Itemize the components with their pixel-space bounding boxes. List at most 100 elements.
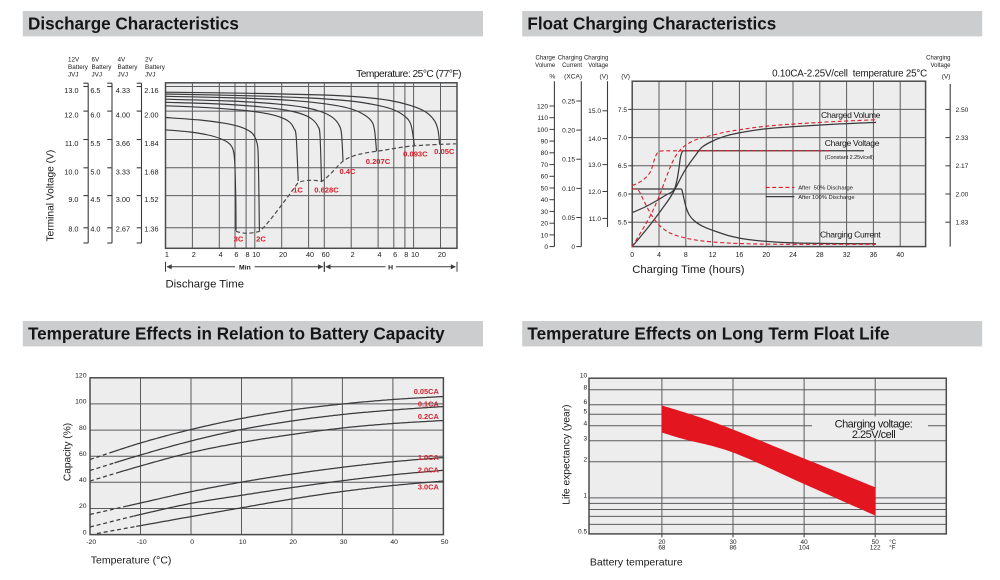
svg-text:Battery: Battery [68, 64, 89, 71]
svg-text:36: 36 [870, 252, 878, 259]
svg-text:1: 1 [165, 250, 169, 259]
svg-text:Charging Time (hours): Charging Time (hours) [632, 264, 745, 276]
svg-text:Current: Current [562, 63, 582, 69]
svg-text:80: 80 [79, 425, 87, 432]
svg-text:2.0CA: 2.0CA [418, 466, 440, 475]
svg-text:Battery: Battery [92, 64, 113, 71]
svg-text:28: 28 [816, 252, 824, 259]
svg-text:2.16: 2.16 [144, 86, 158, 95]
svg-text:20: 20 [289, 539, 297, 546]
svg-text:Float Charging Characteristics: Float Charging Characteristics [527, 14, 776, 33]
svg-text:1.36: 1.36 [144, 225, 158, 234]
svg-text:3.66: 3.66 [116, 139, 130, 148]
svg-text:60: 60 [541, 174, 549, 181]
svg-text:5: 5 [584, 409, 588, 416]
svg-text:10: 10 [580, 373, 588, 380]
svg-text:Charging: Charging [926, 56, 950, 62]
svg-text:(V): (V) [942, 74, 951, 81]
svg-text:Battery temperature: Battery temperature [590, 557, 683, 569]
svg-text:8.0: 8.0 [68, 225, 78, 234]
svg-text:Discharge Time: Discharge Time [166, 278, 244, 290]
svg-text:Charge Voltage: Charge Voltage [825, 138, 880, 148]
svg-text:30: 30 [340, 539, 348, 546]
svg-text:120: 120 [537, 103, 548, 110]
svg-text:11.0: 11.0 [589, 216, 602, 223]
svg-text:12: 12 [709, 252, 717, 259]
svg-text:Voltage: Voltage [588, 63, 609, 69]
svg-text:5.0: 5.0 [90, 167, 100, 176]
svg-text:%: % [549, 74, 555, 81]
svg-text:0.4C: 0.4C [339, 167, 356, 176]
svg-text:(Constant 2.25v/cell): (Constant 2.25v/cell) [825, 155, 874, 161]
svg-text:4.00: 4.00 [116, 111, 130, 120]
svg-text:0.05CA: 0.05CA [414, 387, 440, 396]
svg-text:3C: 3C [234, 234, 244, 243]
svg-text:2V: 2V [145, 57, 154, 64]
svg-text:70: 70 [541, 162, 549, 169]
svg-text:20: 20 [762, 252, 770, 259]
svg-text:0.20: 0.20 [562, 128, 575, 135]
svg-text:40: 40 [896, 252, 904, 259]
svg-text:20: 20 [438, 250, 446, 259]
svg-text:120: 120 [75, 373, 87, 380]
svg-text:Voltage: Voltage [930, 63, 951, 69]
svg-text:(V): (V) [600, 74, 609, 81]
svg-text:°F: °F [889, 546, 895, 552]
svg-text:14.0: 14.0 [588, 136, 601, 143]
svg-text:30: 30 [541, 209, 549, 216]
svg-text:0.207C: 0.207C [366, 157, 391, 166]
svg-text:Min: Min [239, 264, 251, 271]
svg-text:100: 100 [537, 127, 548, 134]
svg-text:0.10CA-2.25V/cell temperature: 0.10CA-2.25V/cell temperature 25°C [772, 69, 927, 80]
svg-text:104: 104 [799, 545, 810, 552]
svg-text:After 100% Discharge: After 100% Discharge [798, 195, 854, 201]
svg-text:0.05C: 0.05C [434, 147, 455, 156]
svg-text:2: 2 [192, 250, 196, 259]
svg-text:6: 6 [393, 250, 397, 259]
svg-text:86: 86 [729, 545, 737, 552]
svg-text:20: 20 [658, 539, 666, 546]
svg-text:1.84: 1.84 [144, 139, 158, 148]
svg-text:3.0CA: 3.0CA [418, 482, 440, 491]
svg-text:0.05: 0.05 [562, 215, 575, 222]
svg-text:50: 50 [541, 185, 549, 192]
svg-text:JVJ: JVJ [145, 71, 156, 78]
svg-text:Capacity (%): Capacity (%) [63, 423, 74, 481]
svg-text:6.0: 6.0 [90, 111, 100, 120]
svg-text:0.25: 0.25 [562, 98, 575, 105]
svg-text:4: 4 [584, 420, 588, 427]
svg-text:4.5: 4.5 [90, 195, 100, 204]
svg-text:122: 122 [870, 545, 881, 552]
svg-text:40: 40 [306, 250, 314, 259]
svg-text:40: 40 [79, 477, 87, 484]
svg-text:0: 0 [190, 539, 194, 546]
svg-text:7.5: 7.5 [618, 107, 627, 114]
svg-text:5.5: 5.5 [90, 139, 100, 148]
svg-text:Terminal Voltage (V): Terminal Voltage (V) [46, 150, 57, 242]
svg-text:40: 40 [390, 539, 398, 546]
svg-text:60: 60 [322, 250, 330, 259]
svg-text:8: 8 [584, 384, 588, 391]
svg-text:2.33: 2.33 [956, 135, 969, 142]
svg-text:2.25V/cell: 2.25V/cell [852, 429, 895, 441]
svg-text:4.33: 4.33 [116, 86, 130, 95]
svg-text:50: 50 [872, 539, 880, 546]
svg-text:JVJ: JVJ [118, 71, 129, 78]
svg-text:60: 60 [79, 451, 87, 458]
svg-text:2.50: 2.50 [956, 107, 969, 114]
svg-text:2.00: 2.00 [956, 191, 969, 198]
svg-text:2C: 2C [256, 234, 266, 243]
svg-text:1C: 1C [293, 185, 303, 194]
svg-text:6.5: 6.5 [618, 163, 627, 170]
svg-text:2.17: 2.17 [956, 163, 969, 170]
svg-text:2: 2 [584, 456, 588, 463]
svg-text:JVJ: JVJ [92, 71, 103, 78]
svg-text:2.67: 2.67 [116, 225, 130, 234]
svg-text:Charging voltage:: Charging voltage: [835, 419, 913, 431]
svg-text:20: 20 [79, 503, 87, 510]
svg-text:1.52: 1.52 [144, 195, 158, 204]
svg-text:Charging: Charging [558, 56, 582, 62]
svg-text:Volume: Volume [535, 63, 556, 69]
svg-text:(V): (V) [621, 74, 630, 81]
svg-text:10: 10 [411, 250, 419, 259]
